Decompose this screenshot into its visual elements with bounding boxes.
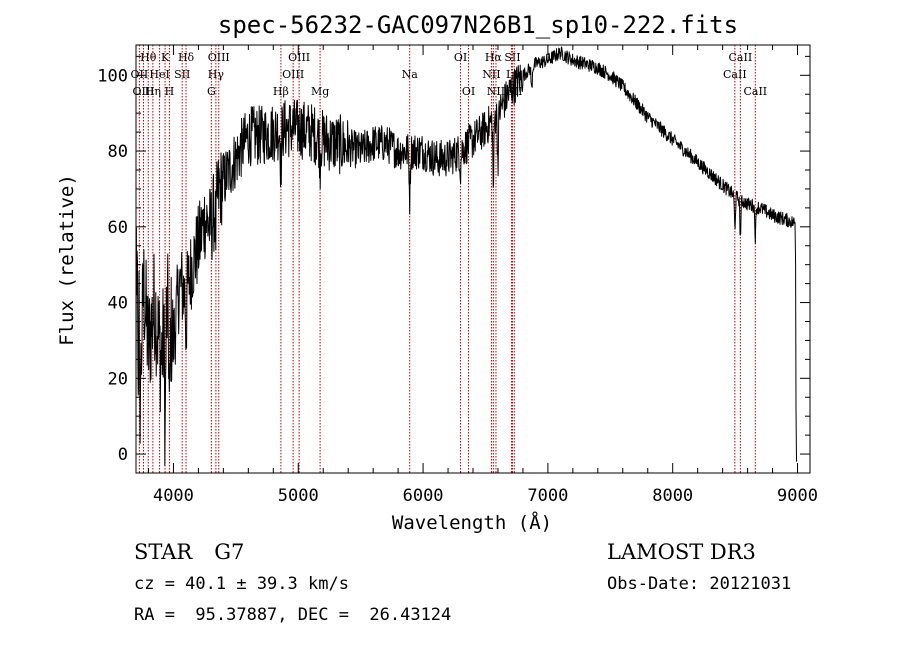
- x-tick-label: 8000: [652, 486, 693, 506]
- y-tick-label: 100: [97, 66, 128, 86]
- line-marker-label: Mg: [311, 85, 329, 98]
- line-marker-label: Hθ: [140, 51, 157, 64]
- line-marker-label: OI: [454, 51, 467, 64]
- spectral-line-markers: Hθ OII OIII K HeI Hη Hδ SII H OIII Hγ G OIII OIII Hβ Mg…: [131, 45, 767, 473]
- flux-series: [135, 46, 797, 466]
- line-marker-label: CaII: [729, 51, 753, 64]
- y-tick-label: 20: [108, 369, 128, 389]
- line-marker-label: H: [165, 85, 175, 98]
- y-tick-label: 40: [108, 294, 128, 314]
- y-tick-label: 80: [108, 142, 128, 162]
- line-marker-label: Na: [402, 68, 419, 81]
- line-marker-label: SII: [174, 68, 190, 81]
- y-axis-label: Flux (relative): [56, 174, 78, 346]
- line-marker-label: CaII: [723, 68, 747, 81]
- line-marker-label: OII: [131, 68, 149, 81]
- coordinates-readout: RA = 95.37887, DEC = 26.43124: [134, 605, 451, 625]
- line-marker-label: Hδ: [178, 51, 195, 64]
- x-tick-label: 4000: [153, 486, 194, 506]
- y-tick-label: 60: [108, 218, 128, 238]
- plot-frame: [135, 44, 811, 474]
- x-tick-label: 6000: [403, 486, 444, 506]
- line-marker-label: SII: [504, 51, 520, 64]
- x-tick-label: 9000: [777, 486, 818, 506]
- line-marker-label: OIII: [208, 51, 230, 64]
- x-tick-label: 5000: [278, 486, 319, 506]
- line-marker-label: G: [207, 85, 216, 98]
- survey-name: LAMOST DR3: [607, 540, 756, 564]
- observation-date: Obs-Date: 20121031: [607, 574, 791, 594]
- object-class: STAR G7: [134, 540, 244, 564]
- line-marker-label: CaII: [743, 85, 767, 98]
- line-marker-label: K: [161, 51, 170, 64]
- line-marker-label: HeI: [149, 68, 169, 81]
- line-marker-label: OIII: [132, 85, 154, 98]
- line-marker-label: OIII: [288, 51, 310, 64]
- line-marker-label: Hη: [145, 85, 161, 98]
- object-subclass: G7: [214, 540, 244, 564]
- y-tick-label: 0: [118, 445, 128, 465]
- x-axis-label: Wavelength (Å): [392, 511, 552, 534]
- line-marker-label: Li: [506, 68, 517, 81]
- velocity-readout: cz = 40.1 ± 39.3 km/s: [134, 574, 349, 594]
- chart-title: spec-56232-GAC097N26B1_sp10-222.fits: [218, 11, 738, 39]
- line-marker-label: OIII: [282, 68, 304, 81]
- flux-line: [135, 46, 797, 466]
- line-marker-label: NII: [482, 68, 500, 81]
- y-axis-ticks: 0 20 40 60 80 100: [97, 55, 810, 474]
- x-axis-ticks: 4000 5000 6000 7000 8000 9000: [147, 45, 818, 506]
- x-tick-label: 7000: [527, 486, 568, 506]
- line-marker-label: Hβ: [273, 85, 289, 98]
- line-marker-label: Hγ: [208, 68, 225, 81]
- line-marker-label: OI: [462, 85, 475, 98]
- object-class-text: STAR: [134, 540, 193, 564]
- line-marker-label: Hα: [485, 51, 503, 64]
